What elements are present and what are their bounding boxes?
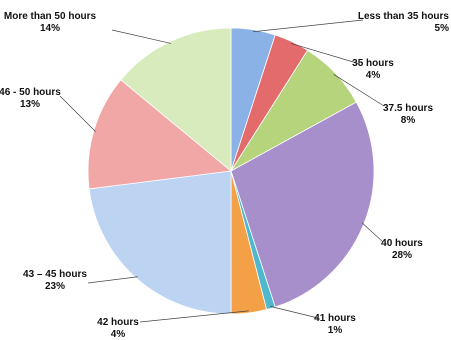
slice-label-value: 5% [435, 23, 450, 34]
slice-label-name: Less than 35 hours [358, 11, 450, 22]
slice-label-value: 1% [328, 325, 343, 336]
slice-label-4: 41 hours 1% [314, 313, 356, 336]
leader-line-5 [139, 310, 249, 323]
leader-line-0 [253, 19, 364, 33]
leader-line-2 [333, 74, 385, 107]
leader-line-8 [111, 29, 172, 44]
slice-label-value: 13% [20, 99, 40, 110]
slice-label-name: 37.5 hours [383, 103, 433, 114]
pie-slice-6 [88, 170, 232, 315]
slice-label-3: 40 hours 28% [381, 238, 423, 261]
slice-label-5: 42 hours 4% [97, 317, 139, 340]
leader-line-7 [59, 95, 96, 132]
slice-label-7: 46 - 50 hours 13% [0, 87, 61, 110]
slice-label-value: 14% [40, 23, 60, 34]
slice-label-name: 46 - 50 hours [0, 87, 61, 98]
slice-label-6: 43 – 45 hours 23% [23, 269, 87, 292]
leader-line-4 [270, 306, 319, 319]
leader-line-3 [361, 222, 384, 243]
slice-label-name: 41 hours [314, 313, 356, 324]
slice-label-value: 8% [401, 115, 416, 126]
slice-label-value: 4% [111, 329, 126, 340]
slice-labels: Less than 35 hours 5%35 hours 4%37.5 hours… [0, 11, 449, 340]
slice-label-0: Less than 35 hours 5% [358, 11, 450, 34]
pie-slice-8 [120, 27, 232, 172]
slice-label-value: 4% [366, 70, 381, 81]
slice-label-8: More than 50 hours 14% [4, 11, 97, 34]
slice-label-name: 43 – 45 hours [23, 269, 87, 280]
slice-label-value: 28% [392, 250, 412, 261]
pie-slices [87, 27, 375, 315]
slice-label-1: 35 hours 4% [352, 58, 394, 81]
leader-line-1 [290, 43, 361, 65]
slice-label-name: 40 hours [381, 238, 423, 249]
leader-lines [59, 19, 385, 323]
slice-label-value: 23% [45, 281, 65, 292]
pie-slice-7 [87, 79, 232, 190]
leader-line-6 [87, 276, 138, 284]
slice-label-name: 35 hours [352, 58, 394, 69]
pie-slice-3 [230, 101, 375, 308]
slice-label-name: More than 50 hours [4, 11, 97, 22]
slice-label-name: 42 hours [97, 317, 139, 328]
slice-label-2: 37.5 hours 8% [383, 103, 433, 126]
